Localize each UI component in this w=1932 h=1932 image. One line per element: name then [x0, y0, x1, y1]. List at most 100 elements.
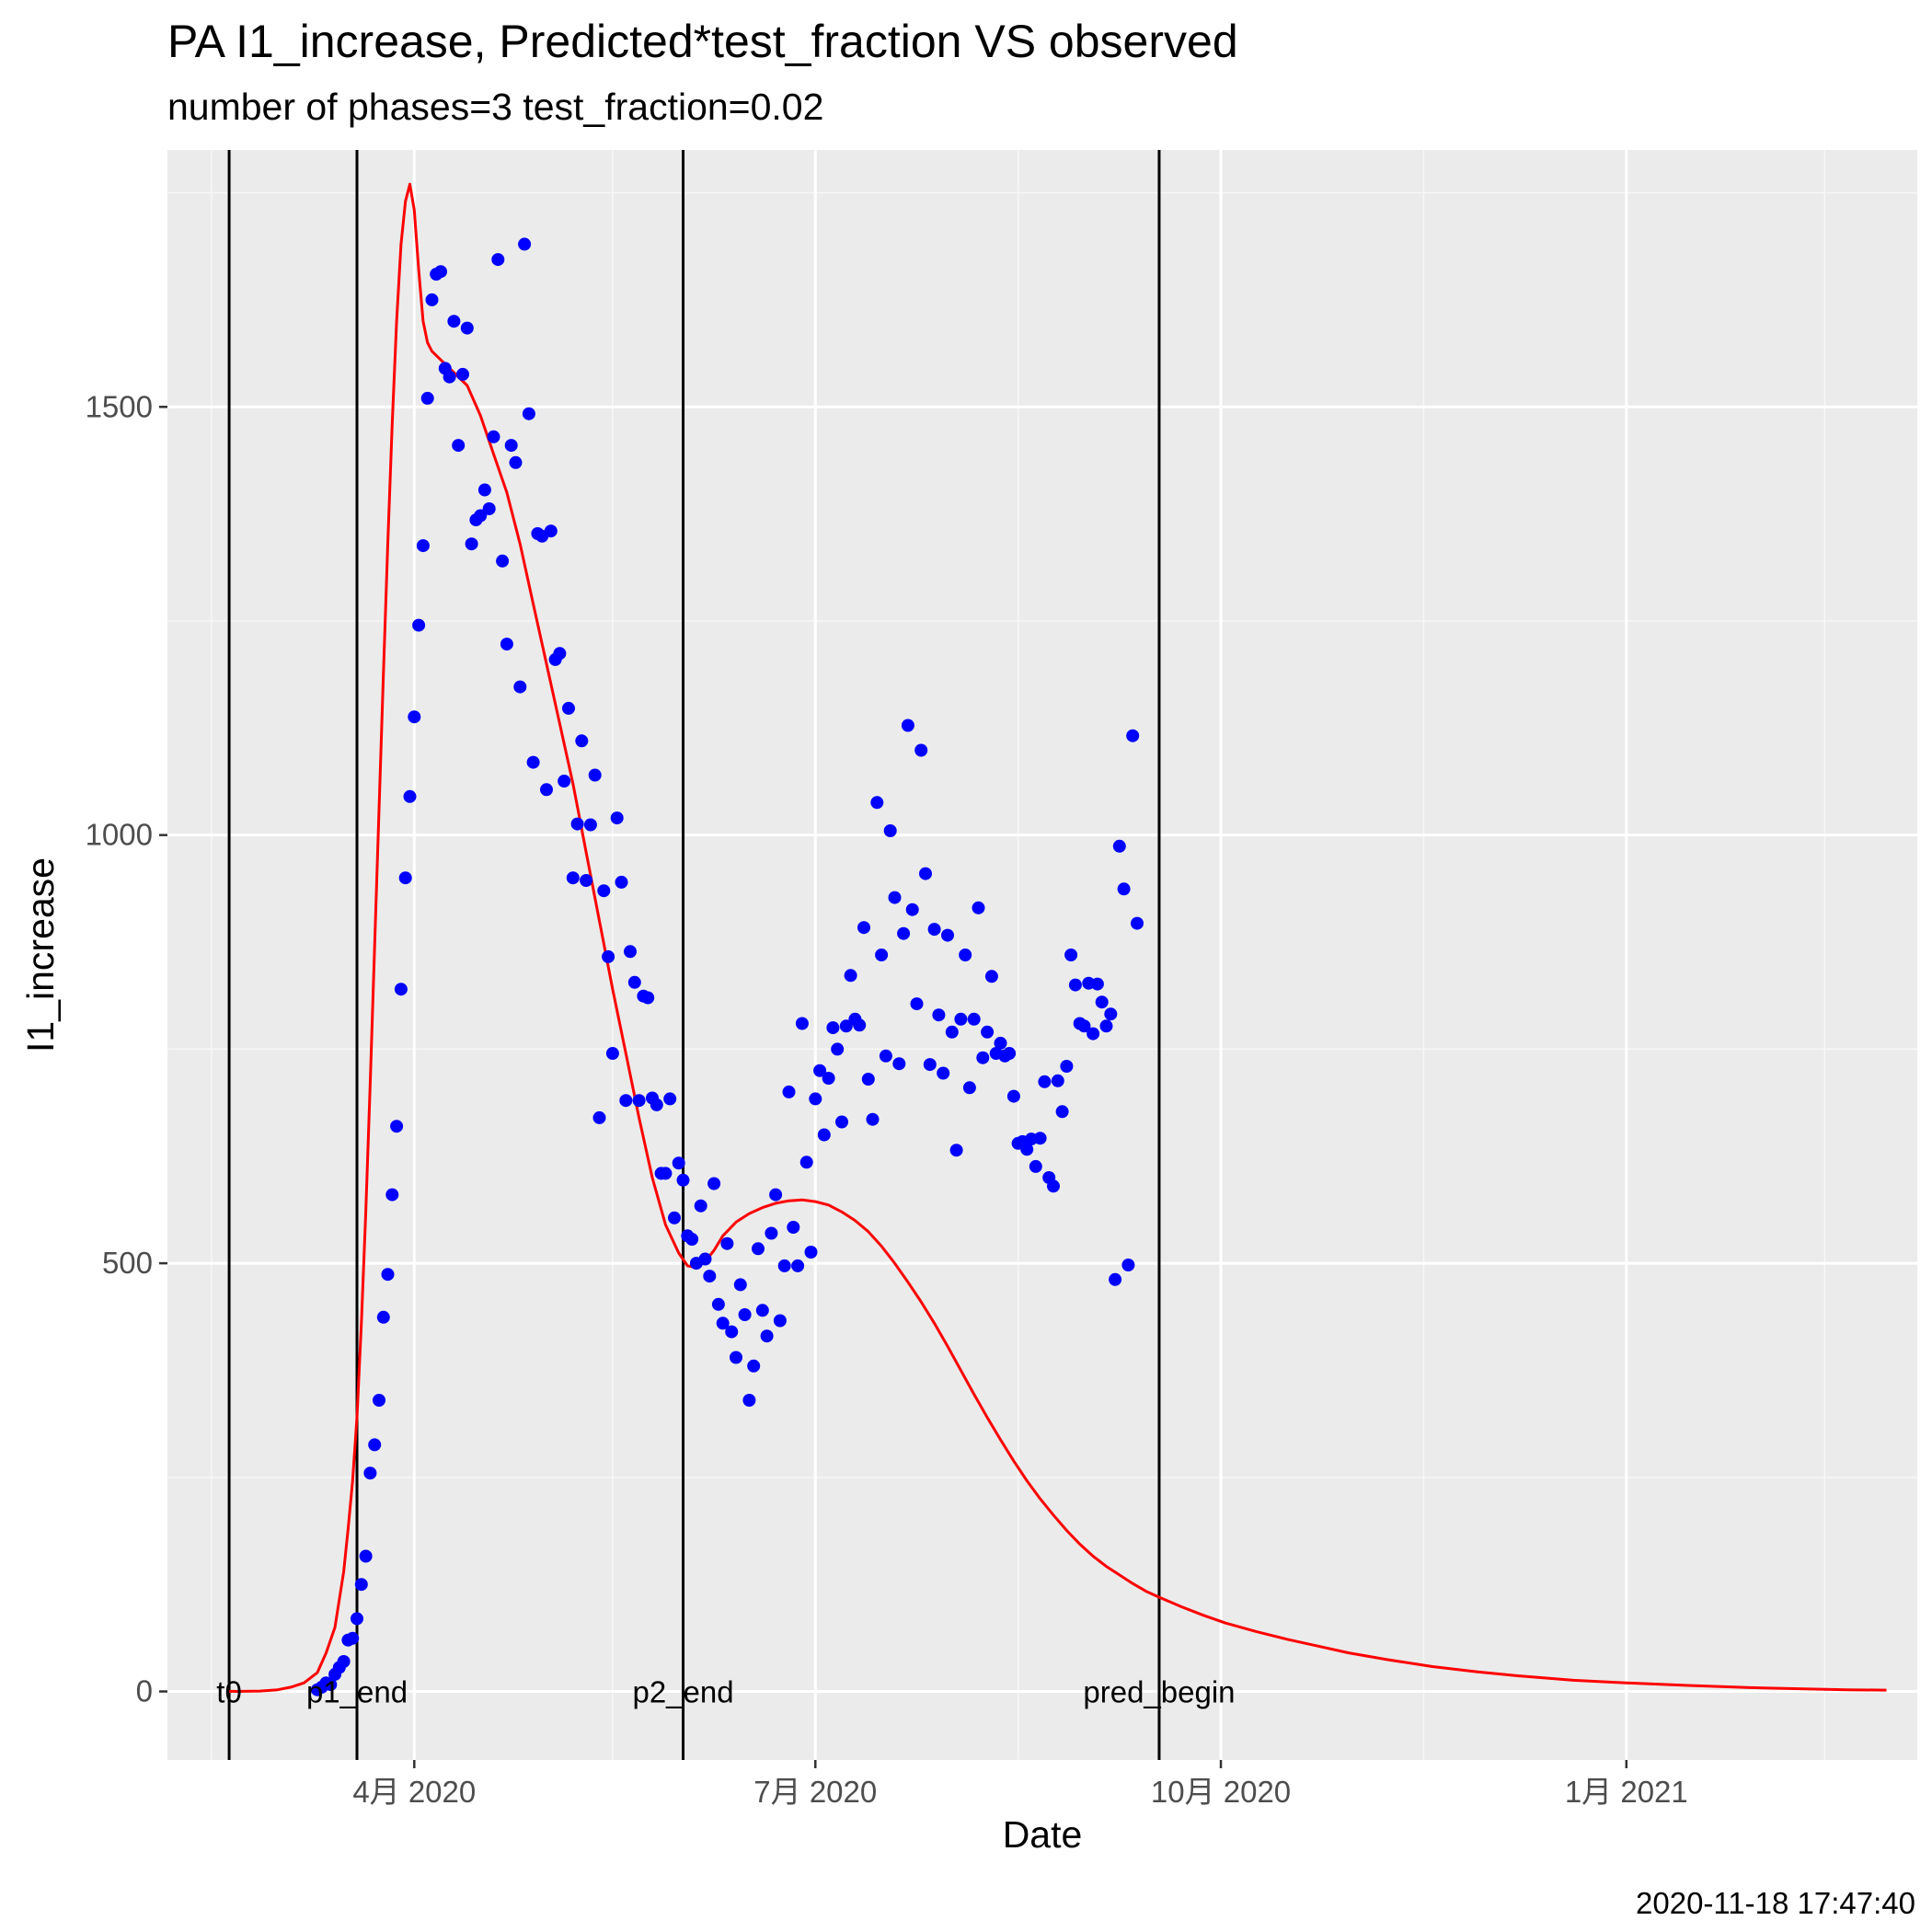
data-point: [959, 949, 972, 961]
data-point: [844, 969, 857, 983]
phase-labels: t0 p1_end p2_end pred_begin: [216, 1675, 1235, 1709]
data-point: [765, 1226, 778, 1240]
data-point: [676, 1173, 690, 1187]
data-point: [972, 901, 985, 914]
data-point: [799, 1156, 813, 1169]
data-point: [866, 1112, 880, 1126]
data-point: [351, 1612, 363, 1626]
y-tick-label: 1500: [86, 389, 153, 423]
data-point: [624, 945, 637, 959]
data-point: [1095, 995, 1109, 1009]
y-tick-label: 1000: [86, 818, 153, 852]
data-point: [875, 949, 889, 961]
data-point: [659, 1167, 673, 1180]
data-point: [1060, 1060, 1074, 1073]
data-point: [602, 949, 615, 963]
data-point: [408, 710, 421, 724]
phase-label: p1_end: [306, 1675, 408, 1709]
data-point: [804, 1246, 818, 1259]
data-point: [668, 1211, 681, 1225]
data-point: [839, 1019, 853, 1033]
data-point: [376, 1310, 390, 1324]
data-point: [738, 1308, 752, 1321]
data-point: [914, 743, 928, 757]
data-point: [487, 430, 500, 443]
data-point: [588, 768, 602, 782]
data-point: [491, 253, 505, 267]
data-point: [720, 1236, 734, 1250]
x-tick-label: 7月 2020: [753, 1775, 877, 1809]
data-point: [870, 796, 884, 810]
data-point: [883, 824, 897, 837]
data-point: [1109, 1272, 1122, 1286]
data-point: [967, 1012, 981, 1026]
data-point: [420, 391, 434, 405]
data-point: [1099, 1019, 1113, 1033]
data-point: [1112, 839, 1126, 853]
data-point: [460, 321, 474, 335]
data-point: [504, 439, 518, 453]
data-point: [425, 293, 439, 306]
data-point: [857, 921, 870, 935]
x-tick-label: 10月 2020: [1151, 1775, 1291, 1809]
data-point: [627, 975, 641, 989]
data-point: [1068, 978, 1082, 992]
plot-panel: [167, 150, 1917, 1760]
data-point: [359, 1549, 373, 1563]
y-axis: 0 500 1000 1500: [86, 389, 167, 1708]
y-tick-label: 500: [102, 1246, 153, 1280]
data-point: [962, 1081, 976, 1095]
data-point: [605, 1047, 619, 1060]
data-point: [949, 1144, 963, 1157]
data-point: [592, 1110, 606, 1124]
data-point: [443, 370, 456, 384]
data-point: [337, 1655, 351, 1668]
data-point: [434, 265, 447, 279]
data-point: [610, 811, 624, 825]
data-point: [540, 783, 553, 797]
data-point: [817, 1128, 831, 1142]
data-point: [1104, 1007, 1118, 1021]
data-point: [562, 701, 575, 715]
data-point: [597, 884, 611, 898]
x-tick-label: 1月 2021: [1565, 1775, 1688, 1809]
data-point: [346, 1631, 360, 1645]
data-point: [941, 928, 954, 942]
phase-label: pred_begin: [1083, 1675, 1235, 1709]
data-point: [853, 1018, 867, 1032]
data-point: [544, 524, 558, 538]
data-point: [456, 367, 469, 381]
data-point: [513, 680, 527, 694]
data-point: [1117, 882, 1131, 896]
data-point: [663, 1092, 677, 1106]
data-point: [919, 867, 932, 880]
data-point: [685, 1233, 699, 1246]
data-point: [910, 997, 924, 1011]
data-point: [1064, 949, 1078, 961]
phase-label: p2_end: [632, 1675, 733, 1709]
phase-lines: [227, 150, 1161, 1760]
data-point: [500, 638, 513, 651]
data-point: [835, 1115, 848, 1129]
data-point: [522, 407, 535, 420]
data-point: [412, 618, 426, 632]
data-point: [901, 719, 914, 732]
data-point: [398, 871, 412, 885]
data-point: [927, 923, 941, 937]
data-point: [1131, 916, 1144, 930]
data-point: [566, 871, 580, 885]
data-point: [707, 1177, 721, 1190]
data-point: [474, 509, 488, 523]
predicted-curve: [229, 182, 1887, 1693]
data-point: [1126, 729, 1140, 742]
y-axis-title: I1_increase: [19, 857, 62, 1052]
data-point: [897, 926, 911, 940]
data-point: [570, 817, 584, 831]
data-point: [403, 789, 417, 803]
data-point: [1077, 1019, 1091, 1033]
data-point: [923, 1058, 937, 1072]
major-gridlines: [167, 150, 1917, 1760]
data-point: [976, 1051, 990, 1064]
data-point: [509, 455, 523, 469]
data-point: [1047, 1179, 1060, 1193]
